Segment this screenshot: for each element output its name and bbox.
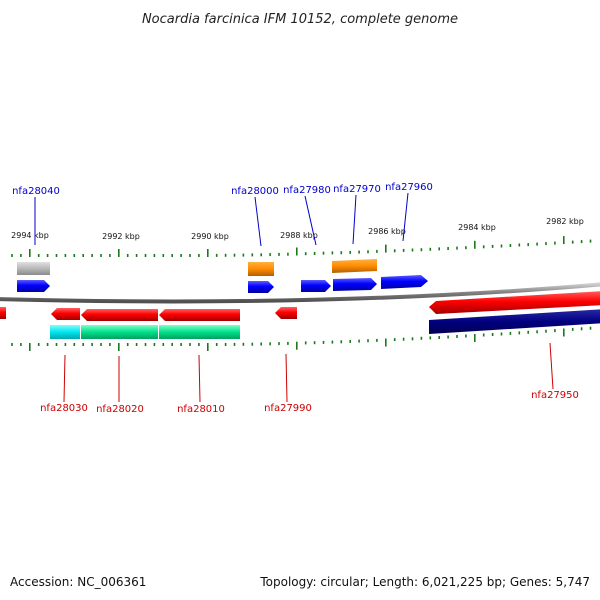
cds-arrow-forward[interactable] [17, 280, 50, 292]
cds-arrow-forward[interactable] [381, 275, 428, 289]
gene-feature[interactable] [81, 325, 158, 339]
scale-label: 2986 kbp [368, 227, 406, 236]
cds-arrow-forward[interactable] [301, 280, 331, 292]
gene-label[interactable]: nfa27970 [333, 184, 381, 195]
leader-lines [34, 192, 554, 403]
gene-labels-bottom: nfa28030 nfa28020 nfa28010 nfa27990 nfa2… [40, 390, 579, 415]
gene-label[interactable]: nfa28010 [177, 404, 225, 415]
cds-reverse-track [0, 291, 600, 321]
cds-arrow-reverse[interactable] [51, 308, 80, 320]
cds-arrow-reverse[interactable] [0, 307, 6, 319]
scale-label: 2984 kbp [458, 223, 496, 232]
scale-label: 2988 kbp [280, 231, 318, 240]
tick-row-top [11, 236, 592, 257]
cds-arrow-forward[interactable] [333, 278, 377, 291]
cds-arrow-forward[interactable] [248, 281, 274, 293]
gene-feature[interactable] [248, 262, 274, 276]
gene-labels-top: nfa28040 nfa28000 nfa27980 nfa27970 nfa2… [12, 182, 433, 197]
feature-track-top [17, 259, 377, 276]
cds-arrow-reverse[interactable] [275, 307, 297, 319]
genome-backbone [0, 282, 600, 304]
cds-forward-track [17, 275, 428, 293]
gene-label[interactable]: nfa27960 [385, 182, 433, 193]
gene-label[interactable]: nfa27950 [531, 390, 579, 401]
gene-label[interactable]: nfa28020 [96, 404, 144, 415]
gene-label[interactable]: nfa28000 [231, 186, 279, 197]
gene-feature[interactable] [159, 325, 240, 339]
genome-summary-text: Topology: circular; Length: 6,021,225 bp… [259, 575, 590, 589]
scale-label: 2982 kbp [546, 217, 584, 226]
gene-label[interactable]: nfa28030 [40, 403, 88, 414]
cds-arrow-reverse[interactable] [159, 309, 240, 321]
scale-labels: 2994 kbp 2992 kbp 2990 kbp 2988 kbp 2986… [11, 217, 584, 241]
gene-label[interactable]: nfa27990 [264, 403, 312, 414]
gene-feature[interactable] [332, 259, 377, 273]
gene-label[interactable]: nfa28040 [12, 186, 60, 197]
scale-label: 2992 kbp [102, 232, 140, 241]
scale-label: 2994 kbp [11, 231, 49, 240]
cds-arrow-reverse[interactable] [429, 291, 600, 314]
feature-track-bottom [50, 309, 600, 339]
tick-row-bottom [11, 326, 592, 351]
gene-feature[interactable] [17, 262, 50, 275]
gene-feature[interactable] [50, 325, 80, 339]
map-title: Nocardia farcinica IFM 10152, complete g… [142, 12, 458, 27]
gene-feature[interactable] [429, 309, 600, 334]
gene-label[interactable]: nfa27980 [283, 185, 331, 196]
scale-label: 2990 kbp [191, 232, 229, 241]
accession-text: Accession: NC_006361 [10, 575, 146, 589]
cds-arrow-reverse[interactable] [81, 309, 158, 321]
